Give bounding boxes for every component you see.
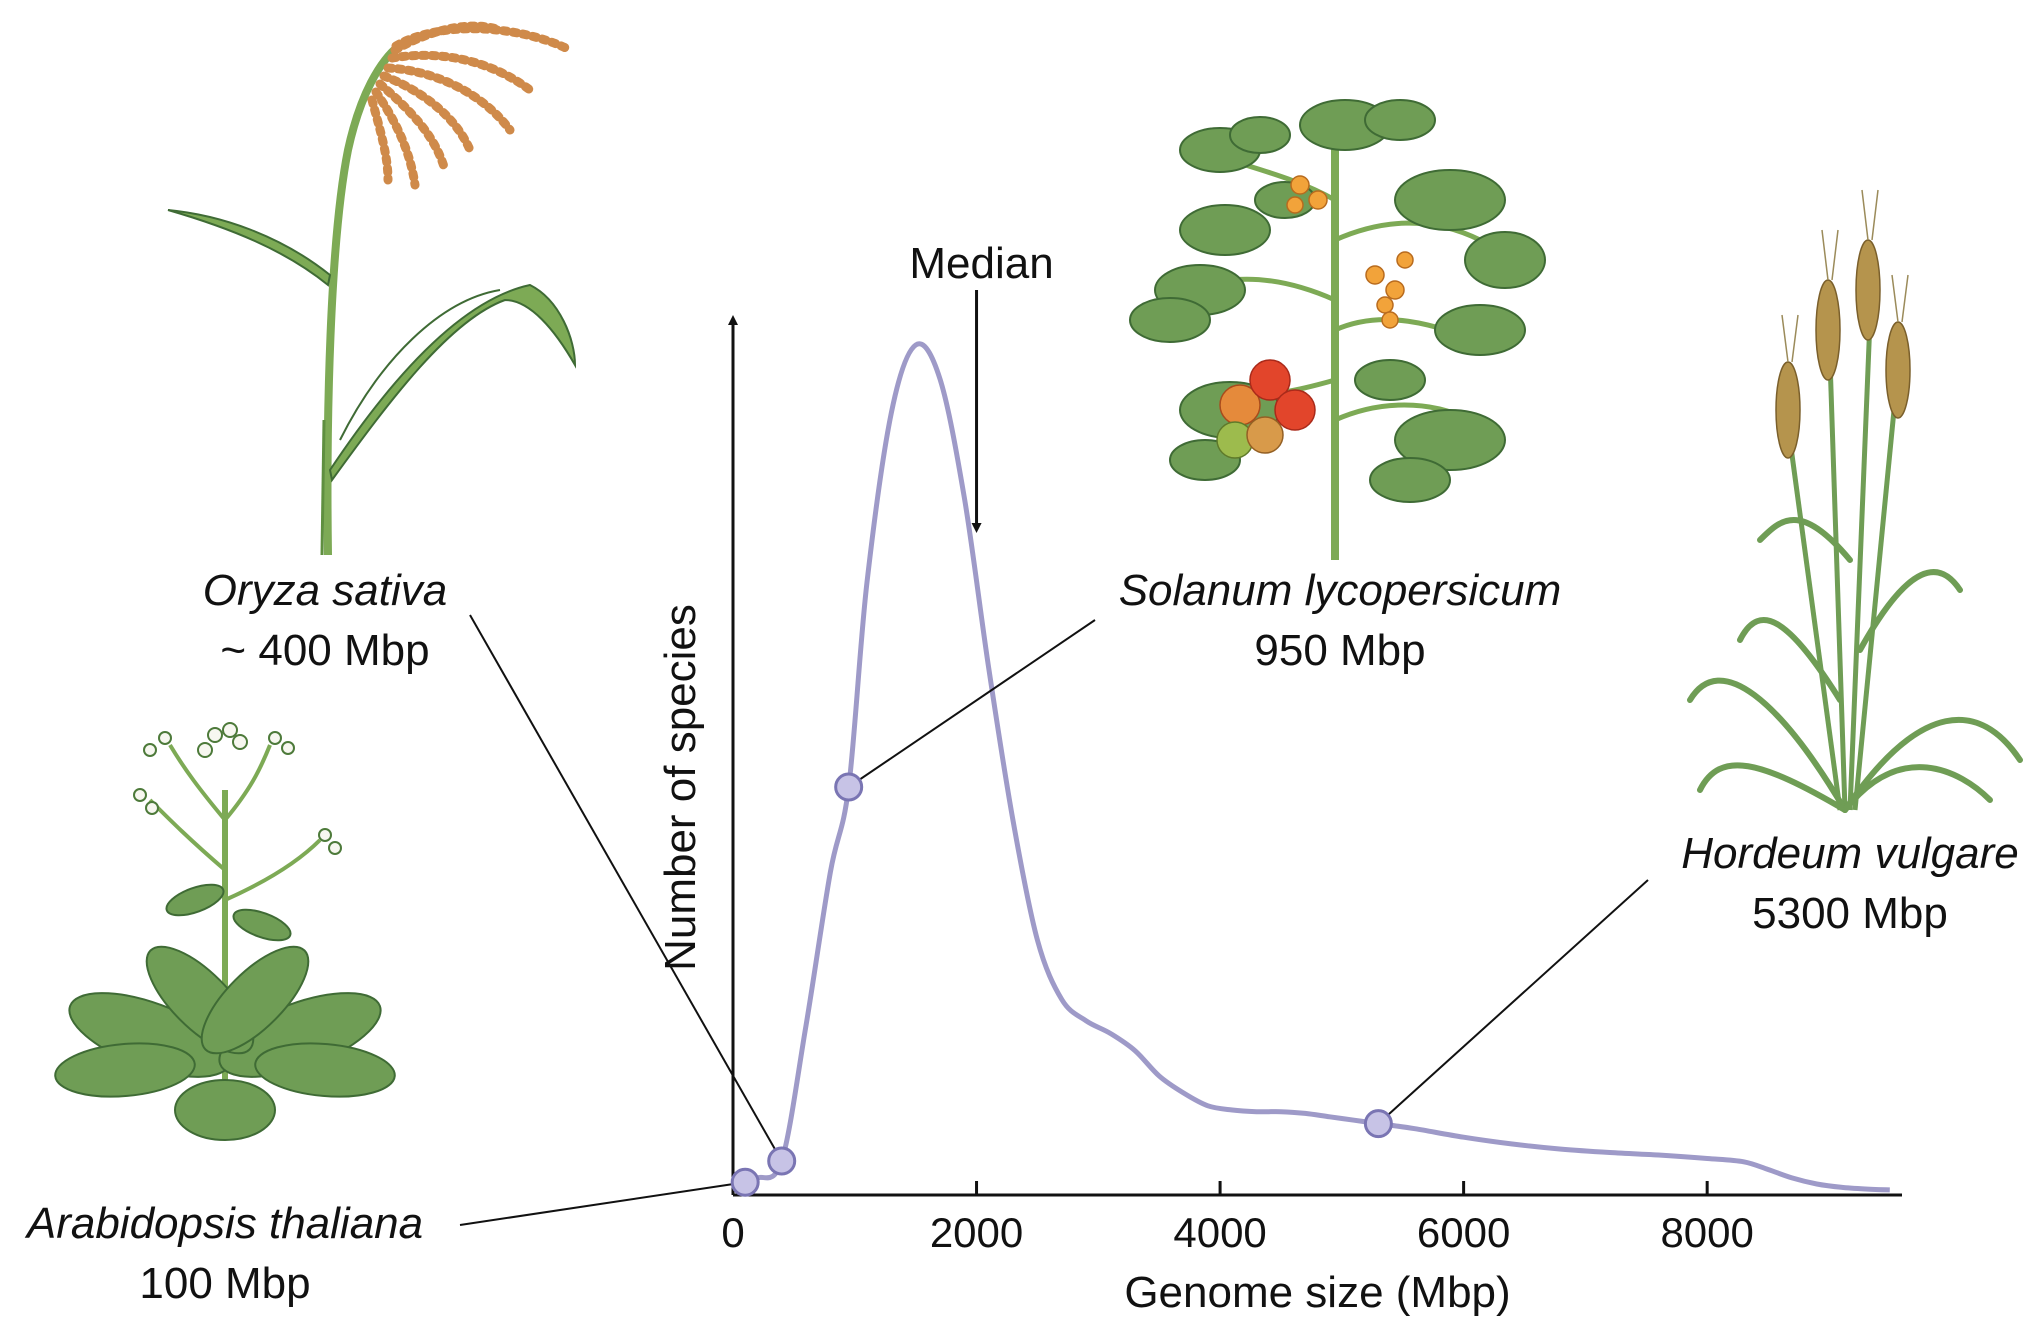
barley-plant-icon: [1687, 189, 2023, 813]
x-tick-label: 2000: [930, 1209, 1023, 1256]
species-name: Hordeum vulgare: [1681, 829, 2019, 878]
highlighted-point: [1363, 1109, 1393, 1139]
label-arabidopsis: Arabidopsis thaliana 100 Mbp: [24, 1199, 423, 1308]
species-name: Arabidopsis thaliana: [24, 1199, 423, 1248]
species-size: 950 Mbp: [1254, 626, 1425, 675]
x-tick-label: 4000: [1173, 1209, 1266, 1256]
genome-size-curve: [732, 341, 1890, 1193]
label-solanum: Solanum lycopersicum 950 Mbp: [1119, 566, 1562, 675]
callout-lines: [459, 614, 1649, 1226]
callout-line: [459, 1181, 746, 1226]
species-size: ~ 400 Mbp: [220, 626, 429, 675]
highlighted-point: [730, 1167, 760, 1197]
callout-line: [1377, 879, 1649, 1125]
callout-line: [469, 614, 783, 1162]
species-name: Solanum lycopersicum: [1119, 566, 1562, 615]
species-size: 100 Mbp: [139, 1259, 310, 1308]
x-tick-label: 6000: [1417, 1209, 1510, 1256]
density-plot: 0 2000 4000 6000 8000 Genome size (Mbp) Numb…: [459, 239, 1902, 1317]
highlighted-point: [834, 772, 864, 802]
y-axis-title: Number of species: [656, 604, 705, 971]
species-size: 5300 Mbp: [1752, 889, 1948, 938]
highlighted-points: [730, 772, 1393, 1197]
label-oryza: Oryza sativa ~ 400 Mbp: [203, 566, 448, 675]
x-axis-title: Genome size (Mbp): [1124, 1268, 1510, 1317]
highlighted-point: [767, 1146, 797, 1176]
x-tick-label: 0: [721, 1209, 744, 1256]
species-name: Oryza sativa: [203, 566, 448, 615]
arabidopsis-plant-icon: [54, 722, 396, 1141]
label-hordeum: Hordeum vulgare 5300 Mbp: [1681, 829, 2019, 938]
x-axis-ticks: [975, 1181, 1709, 1195]
tomato-plant-icon: [1129, 99, 1546, 560]
median-label: Median: [909, 239, 1053, 288]
x-axis-tick-labels: 0 2000 4000 6000 8000: [721, 1209, 1754, 1256]
callout-line: [848, 619, 1096, 788]
rice-plant-icon: [167, 21, 577, 556]
x-tick-label: 8000: [1660, 1209, 1753, 1256]
